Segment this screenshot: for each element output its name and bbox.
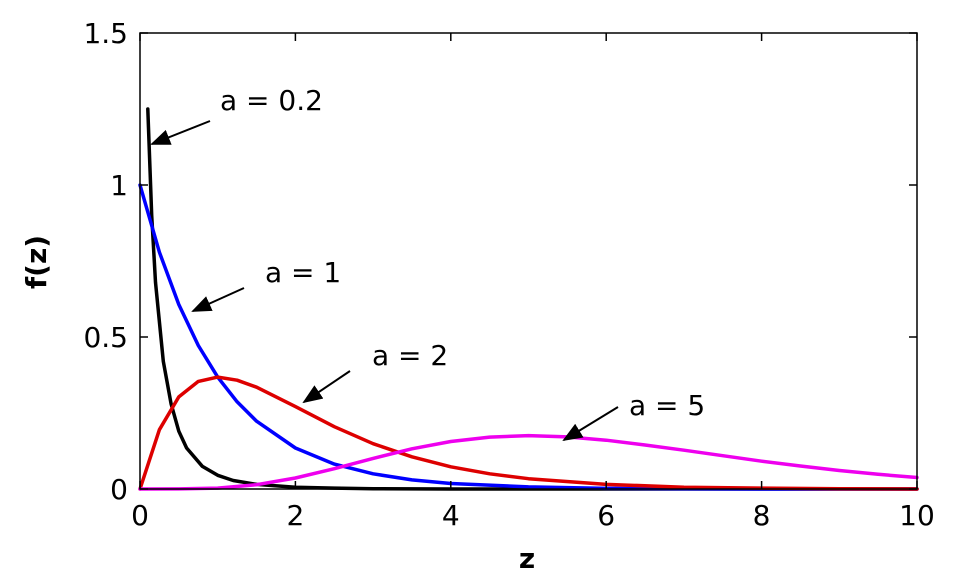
axes-frame [139,32,918,490]
plot-frame [139,32,918,490]
y-tick-label: 1.5 [83,17,128,50]
series-line-3 [138,375,919,491]
series-line-2 [138,183,919,491]
x-tick-label: 8 [753,499,771,532]
annotation-arrow [302,370,351,404]
series-layer [138,107,919,491]
annotation-arrow [150,120,211,145]
x-tick-label: 6 [597,499,615,532]
x-tick-label: 10 [899,499,935,532]
series-line-4 [138,433,919,491]
y-tick-label: 1 [110,169,128,202]
x-tick-label: 4 [442,499,460,532]
ticks: 0 2 4 6 8 10 0 0.5 1 1.5 [83,17,934,532]
x-tick-label: 0 [131,499,149,532]
y-tick-label: 0 [110,473,128,506]
y-axis-label: f(z) [20,235,53,289]
annotation-label: a = 5 [629,389,705,422]
x-tick-label: 2 [286,499,304,532]
annotation-arrow [562,406,619,442]
annotation-label: a = 0.2 [220,84,323,117]
annotation-label: a = 1 [265,256,341,289]
y-tick-label: 0.5 [83,321,128,354]
annotations: a = 0.2 a = 1 a = 2 a = 5 [150,84,705,442]
annotation-arrow [191,287,245,312]
x-axis-label: z [519,542,535,575]
series-line-1 [146,107,919,491]
annotation-label: a = 2 [372,339,448,372]
